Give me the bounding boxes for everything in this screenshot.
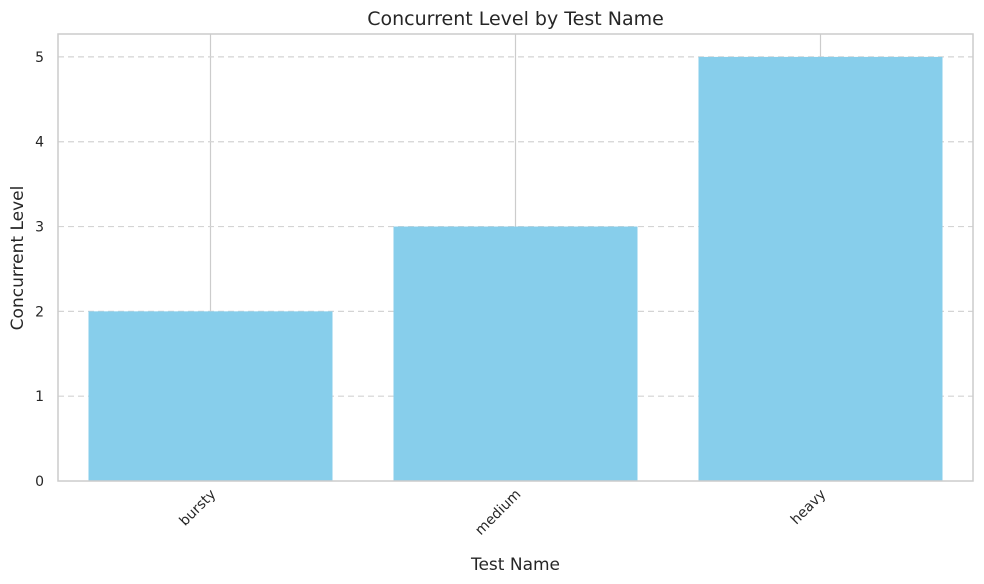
x-tick-label: medium [472,487,524,539]
bar-heavy [698,56,943,481]
x-tick-labels: bursty medium heavy [176,487,829,539]
y-tick-labels: 0 1 2 3 4 5 [35,50,44,490]
x-axis-label: Test Name [470,555,560,575]
x-tick-label: heavy [788,487,829,528]
bar-medium [393,226,638,481]
bar-bursty [88,311,333,481]
chart-title: Concurrent Level by Test Name [367,8,664,30]
bars [88,56,943,481]
plot-frame [57,33,974,482]
y-axis-label: Concurrent Level [8,186,28,331]
y-tick-label: 5 [35,50,44,66]
y-tick-label: 3 [35,220,44,236]
x-tick-label: bursty [176,487,219,530]
y-tick-label: 1 [35,389,44,405]
y-tick-label: 2 [35,304,44,320]
y-tick-label: 0 [35,474,44,490]
y-tick-label: 4 [35,135,44,151]
